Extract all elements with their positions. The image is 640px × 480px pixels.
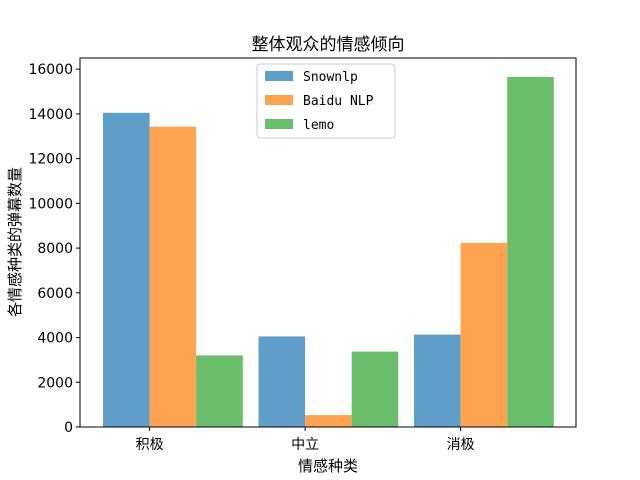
y-axis-label: 各情感种类的弹幕数量 — [6, 167, 24, 317]
y-axis: 0 2000 4000 6000 8000 10000 12000 14000 16000 — [28, 62, 80, 436]
bar-2-1 — [351, 351, 399, 427]
x-tick-label-0: 积极 — [136, 437, 164, 453]
bar-0-0 — [103, 112, 150, 428]
bar-0-1 — [258, 336, 306, 427]
bar-1-1 — [305, 415, 352, 427]
y-tick-label-7: 14000 — [28, 107, 73, 123]
y-tick-label-8: 16000 — [28, 62, 73, 78]
legend: Snownlp Baidu NLP lemo — [256, 63, 396, 139]
bar-0-2 — [414, 334, 461, 427]
chart-title: 整体观众的情感倾向 — [252, 35, 405, 55]
bar-1-2 — [460, 242, 508, 427]
legend-swatch-2 — [265, 119, 293, 129]
x-axis-label: 情感种类 — [298, 457, 358, 475]
y-tick-label-6: 12000 — [28, 152, 73, 168]
legend-swatch-1 — [265, 95, 293, 105]
y-tick-label-1: 2000 — [37, 375, 73, 391]
x-tick-label-1: 中立 — [291, 437, 319, 453]
legend-label-1: Baidu NLP — [303, 94, 374, 109]
x-tick-label-2: 消极 — [447, 437, 475, 453]
x-axis: 积极 中立 消极 — [136, 427, 475, 453]
bar-2-2 — [507, 77, 554, 427]
y-tick-label-0: 0 — [64, 420, 73, 436]
bar-2-0 — [196, 355, 243, 427]
legend-swatch-0 — [265, 71, 293, 81]
y-tick-label-2: 4000 — [37, 331, 73, 347]
bar-1-0 — [149, 126, 197, 427]
y-tick-label-4: 8000 — [37, 241, 73, 257]
y-tick-label-5: 10000 — [28, 196, 73, 212]
plot-frame — [79, 57, 577, 428]
y-tick-label-3: 6000 — [37, 286, 73, 302]
bars-group — [103, 77, 554, 428]
legend-label-0: Snownlp — [303, 70, 358, 85]
legend-label-2: lemo — [303, 118, 334, 133]
